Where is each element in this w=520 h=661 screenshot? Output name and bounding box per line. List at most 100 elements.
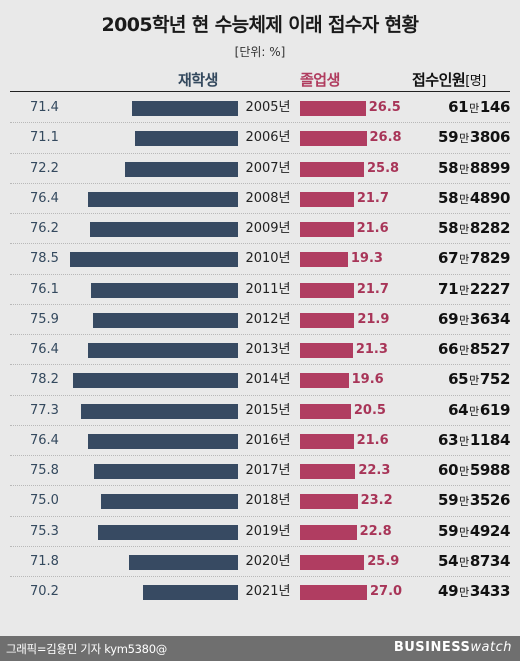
applicants-man-unit: 만 — [459, 192, 469, 206]
table-row: 76.1 2011년 21.7 71만2227 — [10, 275, 510, 305]
applicants-value: 58만8282 — [414, 214, 510, 244]
chart-title: 2005학년 현 수능체제 이래 접수자 현황 — [101, 14, 419, 36]
attending-value-label: 77.3 — [30, 402, 59, 418]
applicants-value: 67만7829 — [414, 244, 510, 274]
applicants-rest-part: 3526 — [469, 491, 511, 510]
applicants-man-unit: 만 — [459, 555, 469, 569]
applicants-rest-part: 8899 — [469, 158, 511, 177]
attending-value-label: 78.5 — [30, 251, 59, 267]
table-row: 75.3 2019년 22.8 59만4924 — [10, 517, 510, 547]
attending-bar — [72, 373, 238, 389]
applicants-header-label: 접수인원 — [412, 71, 466, 89]
applicants-rest-part: 3634 — [469, 309, 511, 328]
attending-bar — [132, 101, 238, 116]
attending-value-label: 78.2 — [30, 372, 59, 388]
year-label: 2010년 — [245, 251, 291, 267]
applicants-man-part: 60 — [438, 461, 459, 479]
unit-label: [단위: %] — [234, 45, 286, 59]
table-row: 76.4 2008년 21.7 58만4890 — [10, 184, 510, 214]
graduate-bar — [300, 191, 354, 207]
applicants-value: 60만5988 — [414, 456, 510, 486]
graduate-bar — [300, 101, 366, 116]
applicants-rest-part: 2227 — [469, 279, 511, 298]
applicants-value: 63만1184 — [414, 426, 510, 456]
applicants-rest-part: 8282 — [469, 219, 511, 237]
table-row: 71.4 2005년 26.5 61만146 — [10, 93, 510, 124]
graduate-bar — [300, 464, 356, 479]
graduate-value-label: 25.8 — [367, 160, 400, 176]
graduate-bar — [300, 252, 348, 268]
attending-value-label: 70.2 — [30, 584, 59, 599]
applicants-rest-part: 752 — [479, 370, 511, 389]
table-row: 76.2 2009년 21.6 58만8282 — [10, 214, 510, 245]
graphic-credit: 그래픽=김용민 기자 kym5380@ — [6, 642, 167, 656]
graduate-value-label: 21.9 — [357, 311, 390, 327]
attending-bar — [91, 282, 238, 298]
attending-bar — [98, 524, 238, 540]
graduate-value-label: 21.6 — [356, 221, 389, 236]
applicants-man-part: 54 — [438, 551, 459, 570]
graduate-bar — [300, 312, 355, 328]
attending-bar — [142, 585, 238, 600]
attending-value-label: 71.8 — [30, 553, 59, 569]
attending-bar — [100, 494, 238, 510]
year-label: 2014년 — [245, 372, 291, 388]
businesswatch-logo: BUSINESSwatch — [394, 640, 512, 655]
graduate-bar — [300, 585, 367, 600]
applicants-man-unit: 만 — [469, 374, 479, 388]
attending-bar — [92, 312, 238, 328]
applicants-value: 59만3526 — [414, 486, 510, 516]
applicants-man-part: 69 — [438, 309, 459, 328]
year-label: 2019년 — [245, 523, 291, 539]
graduate-value-label: 26.5 — [368, 100, 401, 115]
year-label: 2016년 — [245, 432, 291, 448]
graduate-value-label: 21.6 — [356, 432, 389, 448]
graduate-value-label: 22.3 — [358, 463, 391, 478]
attending-bar — [125, 161, 238, 177]
table-row: 78.2 2014년 19.6 65만752 — [10, 365, 511, 396]
chart-rows: 71.4 2005년 26.5 61만146 71.1 2006년 26.8 59만3806 7… — [10, 93, 510, 606]
applicants-man-unit: 만 — [469, 404, 479, 418]
applicants-rest-part: 619 — [479, 400, 511, 419]
year-label: 2007년 — [245, 160, 291, 176]
graduate-value-label: 27.0 — [370, 584, 403, 599]
table-row: 70.2 2021년 27.0 49만3433 — [10, 577, 510, 606]
table-row: 78.5 2010년 19.3 67만7829 — [10, 244, 510, 275]
graduate-value-label: 22.8 — [359, 523, 392, 539]
applicants-man-unit: 만 — [459, 434, 469, 448]
attending-value-label: 76.2 — [30, 221, 59, 236]
attending-bar — [134, 131, 238, 147]
attending-bar — [70, 252, 238, 268]
applicants-man-unit: 만 — [459, 525, 469, 539]
applicants-man-part: 49 — [438, 582, 459, 600]
applicants-man-part: 66 — [438, 340, 459, 358]
attending-value-label: 76.4 — [30, 342, 59, 357]
graduate-bar — [300, 554, 365, 570]
attending-bar — [80, 403, 238, 419]
table-row: 72.2 2007년 25.8 58만8899 — [10, 154, 510, 184]
applicants-value: 61만146 — [414, 93, 510, 123]
applicants-value: 71만2227 — [414, 275, 510, 305]
year-label: 2006년 — [245, 130, 291, 146]
graduate-bar — [300, 403, 351, 419]
attending-bar — [88, 343, 238, 358]
applicants-man-unit: 만 — [459, 132, 469, 146]
applicants-man-unit: 만 — [459, 344, 469, 357]
graduate-bar — [300, 222, 354, 237]
attending-value-label: 76.4 — [30, 432, 59, 448]
graduate-bar — [300, 343, 353, 358]
table-row: 77.3 2015년 20.5 64만619 — [10, 396, 510, 426]
year-label: 2017년 — [245, 463, 291, 478]
graduate-bar — [300, 494, 358, 510]
applicants-value: 59만4924 — [414, 517, 510, 547]
graduate-value-label: 19.3 — [350, 251, 383, 267]
applicants-man-part: 65 — [448, 370, 469, 389]
applicants-rest-part: 3433 — [469, 582, 511, 600]
year-label: 2005년 — [245, 100, 291, 115]
applicants-rest-part: 7829 — [469, 249, 511, 268]
applicants-man-unit: 만 — [459, 586, 469, 599]
applicants-man-unit: 만 — [459, 253, 469, 267]
graduate-value-label: 20.5 — [353, 402, 386, 418]
table-row: 75.0 2018년 23.2 59만3526 — [10, 486, 510, 517]
year-label: 2008년 — [245, 190, 291, 206]
